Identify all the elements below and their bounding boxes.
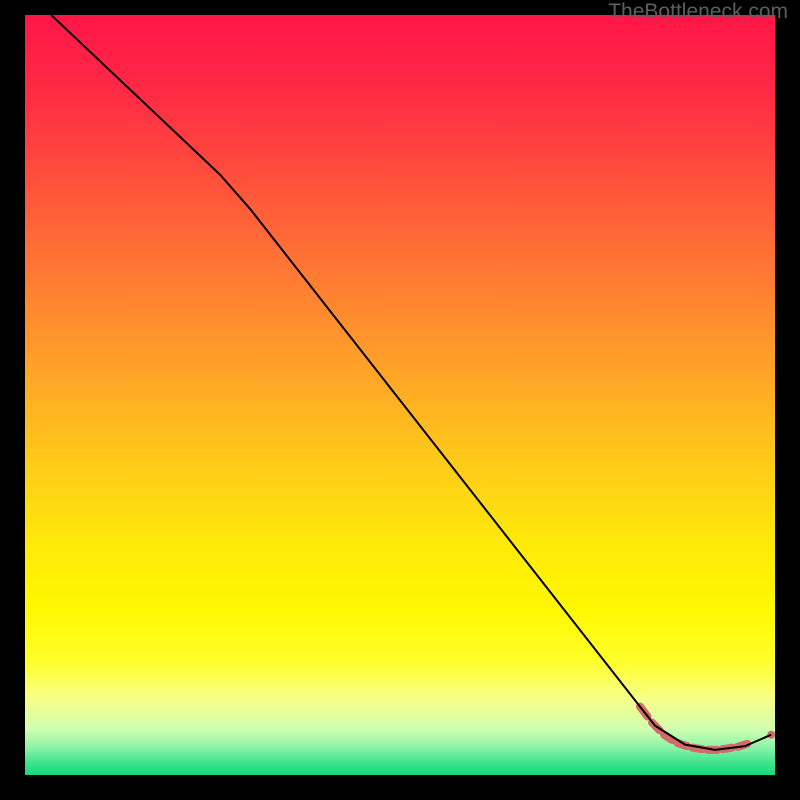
chart-plot (25, 15, 775, 775)
watermark-text: TheBottleneck.com (608, 0, 788, 24)
chart-gradient-bg (25, 15, 775, 775)
chart-svg (25, 15, 775, 775)
